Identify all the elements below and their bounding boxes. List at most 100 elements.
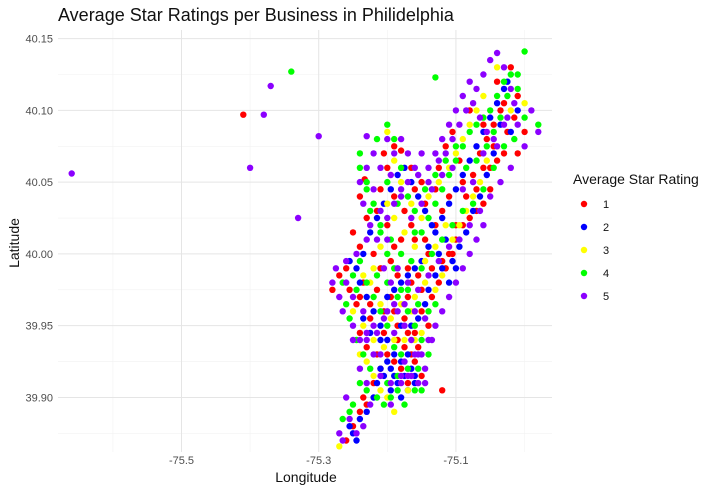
data-point-rating-5: [456, 236, 463, 243]
data-point-rating-1: [373, 286, 381, 293]
data-point-rating-4: [504, 92, 511, 100]
data-point-rating-1: [384, 351, 391, 358]
data-point-rating-3: [391, 336, 398, 344]
data-point-rating-1: [401, 315, 408, 322]
data-point-rating-2: [490, 150, 497, 157]
data-point-rating-5: [421, 315, 429, 322]
data-point-rating-4: [404, 193, 412, 200]
data-point-rating-4: [363, 387, 370, 394]
data-point-rating-3: [408, 200, 415, 207]
data-point-rating-1: [404, 379, 412, 387]
data-point-rating-3: [360, 272, 367, 279]
data-point-rating-4: [404, 365, 412, 372]
data-point-rating-5: [384, 308, 391, 315]
data-point-rating-1: [391, 243, 398, 250]
data-point-rating-4: [404, 308, 412, 315]
data-point-rating-2: [421, 207, 429, 215]
data-point-rating-5: [408, 214, 415, 222]
data-point-rating-5: [363, 164, 370, 171]
data-point-rating-5: [425, 336, 432, 344]
data-point-rating-5: [480, 71, 487, 78]
data-point-rating-3: [401, 229, 408, 236]
data-point-rating-1: [473, 186, 480, 193]
data-point-rating-1: [336, 272, 343, 279]
data-point-rating-5: [476, 114, 484, 121]
data-point-rating-1: [487, 186, 494, 193]
data-point-rating-4: [497, 114, 504, 121]
data-point-rating-2: [356, 415, 364, 423]
data-point-rating-5: [353, 250, 360, 258]
data-point-rating-2: [391, 286, 398, 293]
data-point-rating-1: [349, 229, 357, 236]
data-point-rating-5: [387, 279, 394, 286]
data-point-rating-4: [346, 315, 353, 322]
data-point-rating-1: [418, 308, 425, 315]
data-point-rating-4: [463, 164, 470, 171]
data-point-rating-5: [469, 100, 477, 107]
data-point-rating-5: [363, 236, 370, 243]
data-point-rating-5: [370, 186, 377, 193]
data-point-rating-1: [329, 286, 336, 293]
data-point-rating-1: [435, 279, 442, 286]
data-point-rating-4: [391, 344, 398, 351]
data-point-rating-3: [377, 387, 384, 394]
data-point-rating-5: [315, 133, 322, 140]
data-point-rating-1: [418, 372, 425, 380]
data-point-rating-5: [469, 178, 477, 186]
data-point-rating-1: [490, 121, 497, 128]
data-point-rating-4: [421, 186, 429, 193]
data-point-rating-2: [387, 365, 394, 372]
data-point-rating-4: [511, 135, 518, 143]
data-point-rating-1: [363, 214, 370, 222]
data-point-rating-1: [480, 200, 487, 207]
data-point-rating-5: [346, 415, 353, 423]
data-point-rating-4: [418, 387, 425, 394]
data-point-rating-1: [391, 143, 398, 150]
data-point-rating-2: [425, 243, 432, 250]
data-point-rating-1: [370, 250, 377, 258]
data-point-rating-1: [445, 193, 453, 200]
data-point-rating-1: [240, 111, 247, 118]
data-point-rating-4: [397, 351, 405, 358]
y-tick-label: 39.90: [25, 392, 53, 404]
data-point-rating-2: [370, 308, 377, 315]
data-point-rating-5: [459, 92, 466, 100]
data-point-rating-3: [391, 157, 398, 164]
data-point-rating-5: [391, 301, 398, 308]
data-point-rating-4: [507, 71, 514, 78]
data-point-rating-4: [288, 68, 295, 75]
data-point-rating-1: [439, 207, 446, 215]
data-point-rating-5: [360, 423, 367, 430]
data-point-rating-2: [391, 351, 398, 358]
data-point-rating-2: [439, 265, 446, 272]
data-point-rating-5: [493, 143, 501, 150]
data-point-rating-5: [367, 222, 374, 229]
y-axis-ticks: 39.90 39.95 40.00 40.05 40.10 40.15: [25, 34, 53, 405]
data-point-rating-4: [452, 157, 460, 164]
data-point-rating-5: [435, 257, 442, 265]
data-point-rating-3: [425, 193, 432, 200]
data-point-rating-2: [373, 214, 381, 222]
data-point-rating-5: [356, 336, 364, 344]
data-point-rating-3: [439, 272, 446, 279]
data-point-rating-3: [449, 236, 456, 243]
data-point-rating-5: [360, 200, 367, 207]
data-point-rating-5: [384, 135, 391, 143]
data-point-rating-4: [394, 293, 401, 301]
data-point-rating-5: [411, 308, 418, 315]
data-point-rating-5: [384, 236, 391, 243]
data-point-rating-4: [415, 365, 422, 372]
data-point-rating-2: [404, 272, 412, 279]
data-point-rating-3: [452, 150, 460, 157]
data-point-rating-5: [507, 85, 514, 93]
data-point-rating-5: [339, 308, 346, 315]
chart-title: Average Star Ratings per Business in Phi…: [58, 5, 455, 25]
y-tick-label: 40.05: [25, 177, 53, 189]
data-point-rating-4: [397, 286, 405, 293]
data-point-rating-3: [432, 243, 439, 250]
data-point-rating-4: [397, 164, 405, 171]
data-point-rating-2: [469, 207, 477, 215]
data-point-rating-4: [432, 200, 439, 207]
data-point-rating-3: [370, 336, 377, 344]
